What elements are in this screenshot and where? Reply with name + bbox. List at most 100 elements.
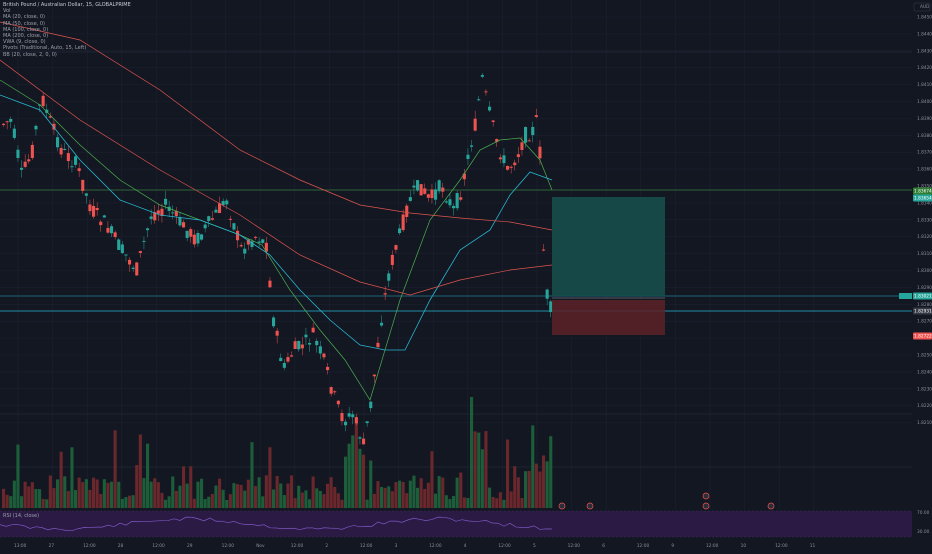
candle[interactable] xyxy=(5,120,9,130)
candle[interactable] xyxy=(455,190,459,211)
candle[interactable] xyxy=(387,270,391,288)
candle[interactable] xyxy=(156,204,160,222)
legend-ma50[interactable]: MA (50, close, 0) xyxy=(3,20,46,27)
candle[interactable] xyxy=(506,165,510,171)
event-marker[interactable] xyxy=(586,502,594,510)
candle[interactable] xyxy=(113,230,117,240)
candle[interactable] xyxy=(372,374,376,383)
candle[interactable] xyxy=(102,214,106,218)
candle[interactable] xyxy=(484,89,488,96)
candle[interactable] xyxy=(290,351,294,358)
candle[interactable] xyxy=(434,182,438,206)
candle[interactable] xyxy=(495,138,499,147)
candle[interactable] xyxy=(239,242,243,248)
candle[interactable] xyxy=(394,244,398,254)
candle[interactable] xyxy=(401,209,405,233)
price-tag-stop[interactable]: 1.82722 xyxy=(913,332,932,340)
candle[interactable] xyxy=(56,133,60,152)
candle[interactable] xyxy=(311,322,315,333)
candle[interactable] xyxy=(452,203,456,216)
long-position-tool[interactable] xyxy=(552,197,665,335)
candle[interactable] xyxy=(390,250,394,270)
candle[interactable] xyxy=(477,96,481,101)
candle[interactable] xyxy=(164,191,168,210)
candle[interactable] xyxy=(88,199,92,215)
candle[interactable] xyxy=(52,118,56,135)
event-marker[interactable] xyxy=(702,492,710,500)
candle[interactable] xyxy=(488,101,492,112)
candle[interactable] xyxy=(498,154,502,164)
candle[interactable] xyxy=(297,340,301,352)
candle[interactable] xyxy=(207,215,211,227)
candle[interactable] xyxy=(315,338,319,353)
candle[interactable] xyxy=(365,421,369,427)
candle[interactable] xyxy=(513,159,517,171)
candle[interactable] xyxy=(95,202,99,216)
candle[interactable] xyxy=(549,299,553,318)
candle[interactable] xyxy=(131,265,135,272)
legend-pivots[interactable]: Pivots (Traditional, Auto, 15, Left) xyxy=(3,45,87,52)
candle[interactable] xyxy=(351,410,355,425)
candle[interactable] xyxy=(261,238,265,245)
candle[interactable] xyxy=(408,190,412,202)
currency-box[interactable] xyxy=(913,2,931,12)
candle[interactable] xyxy=(228,215,232,228)
candle[interactable] xyxy=(218,196,222,214)
last-price-marker[interactable] xyxy=(899,293,912,299)
candle[interactable] xyxy=(196,230,200,247)
candle[interactable] xyxy=(459,191,463,202)
candle[interactable] xyxy=(142,236,146,250)
candle[interactable] xyxy=(268,277,272,288)
candle[interactable] xyxy=(232,222,236,232)
candle[interactable] xyxy=(416,179,420,192)
candle[interactable] xyxy=(358,435,362,445)
candle[interactable] xyxy=(491,119,495,127)
candle[interactable] xyxy=(77,162,81,177)
candle[interactable] xyxy=(275,328,279,344)
candle[interactable] xyxy=(185,230,189,242)
candle[interactable] xyxy=(542,244,546,252)
currency-label[interactable]: AUD xyxy=(920,4,930,10)
candle[interactable] xyxy=(12,124,16,140)
legend-bb[interactable]: BB (20, close, 2, 0, 0) xyxy=(3,51,57,58)
candle[interactable] xyxy=(344,418,348,432)
candle[interactable] xyxy=(405,203,409,223)
candle[interactable] xyxy=(318,340,322,360)
candle[interactable] xyxy=(200,233,204,241)
candle[interactable] xyxy=(110,223,114,238)
candle[interactable] xyxy=(66,146,70,169)
candle[interactable] xyxy=(2,122,6,127)
candle[interactable] xyxy=(160,203,164,223)
candle[interactable] xyxy=(531,121,535,143)
candle[interactable] xyxy=(437,179,441,194)
candle[interactable] xyxy=(444,199,448,204)
candle[interactable] xyxy=(254,235,258,241)
candle[interactable] xyxy=(257,237,261,248)
candle[interactable] xyxy=(81,179,85,194)
candle[interactable] xyxy=(462,169,466,186)
candle[interactable] xyxy=(516,146,520,163)
candle[interactable] xyxy=(293,337,297,350)
candle[interactable] xyxy=(34,124,38,136)
candle[interactable] xyxy=(354,413,358,426)
candle[interactable] xyxy=(203,221,207,233)
candle[interactable] xyxy=(167,200,171,218)
candle[interactable] xyxy=(329,386,333,397)
candle[interactable] xyxy=(9,116,13,129)
candle[interactable] xyxy=(30,141,34,160)
candle[interactable] xyxy=(117,238,121,250)
candle[interactable] xyxy=(27,153,31,164)
candle[interactable] xyxy=(106,221,110,234)
candle[interactable] xyxy=(369,401,373,413)
candle[interactable] xyxy=(192,229,196,248)
candle[interactable] xyxy=(138,250,142,258)
candle[interactable] xyxy=(333,390,337,395)
candle[interactable] xyxy=(362,432,366,445)
price-tag-target[interactable]: 1.83654 xyxy=(913,194,932,202)
candle[interactable] xyxy=(376,336,380,348)
rsi-legend[interactable]: RSI (14, close) xyxy=(3,513,40,519)
candle[interactable] xyxy=(264,236,268,259)
candle[interactable] xyxy=(189,227,193,243)
candle[interactable] xyxy=(308,338,312,352)
